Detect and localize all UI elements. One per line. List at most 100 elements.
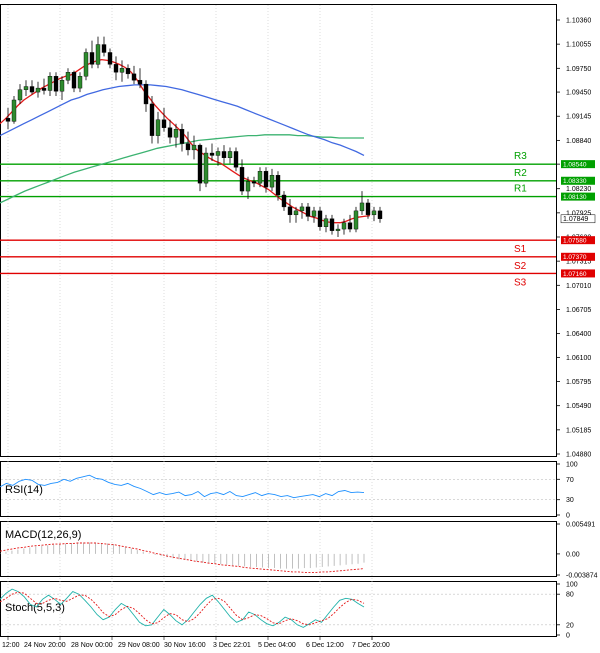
candle-bearish xyxy=(101,44,107,53)
price-tick-label: 1.09145 xyxy=(566,114,591,121)
candle-bearish xyxy=(209,152,215,156)
candle-bearish xyxy=(233,151,239,168)
candle-bullish xyxy=(11,99,17,122)
price-tick-label: 1.07925 xyxy=(566,210,591,217)
candle-bearish xyxy=(329,218,335,231)
level-tag-value: 1.07370 xyxy=(563,254,587,261)
price-tick-label: 1.05490 xyxy=(566,403,591,410)
candle-bullish xyxy=(293,210,299,216)
level-name-r2: R2 xyxy=(514,168,527,179)
time-label: 24 Nov 20:00 xyxy=(24,642,66,649)
candle-bearish xyxy=(131,73,137,81)
time-label: 7 Dec 20:00 xyxy=(352,642,390,649)
candle-bullish xyxy=(215,151,221,156)
candle-bearish xyxy=(377,210,383,219)
price-panel-frame xyxy=(0,4,557,457)
candle-bullish xyxy=(203,152,209,184)
macd-panel: 0.005491 0.00 -0.003874 xyxy=(0,522,598,580)
candle-bearish xyxy=(89,52,95,65)
current-price-value: 1.07849 xyxy=(563,216,588,223)
candle-bullish xyxy=(17,89,23,101)
candle-bearish xyxy=(41,87,47,91)
current-price-tag xyxy=(560,214,596,224)
level-tag-value: 1.08130 xyxy=(563,194,587,201)
level-tag-r2 xyxy=(561,176,595,185)
candle-bullish xyxy=(47,76,53,91)
ind-tick-label: 20 xyxy=(566,622,574,629)
candle-bullish xyxy=(323,218,329,227)
candle-bearish xyxy=(221,151,227,159)
rsi-panel-frame xyxy=(0,461,557,517)
time-label: 12:00 xyxy=(2,642,20,649)
price-tick-label: 1.08840 xyxy=(566,138,591,145)
candle-bearish xyxy=(305,206,311,217)
price-tick-label: 1.10055 xyxy=(566,42,591,49)
level-name-s2: S2 xyxy=(514,261,527,272)
candle-bearish xyxy=(281,194,287,208)
candle-bearish xyxy=(167,127,173,138)
candle-bullish xyxy=(95,44,101,65)
time-axis: 12:00 24 Nov 20:00 28 Nov 00:00 29 Nov 08:0… xyxy=(2,636,390,649)
stoch-panel: 100 80 20 0 xyxy=(0,582,578,640)
time-label: 30 Nov 16:00 xyxy=(164,642,206,649)
price-tick-label: 1.09450 xyxy=(566,90,591,97)
current-price-marker: 1.07849 xyxy=(560,214,596,224)
ind-tick-label: 30 xyxy=(566,497,574,504)
price-tick-label: 1.09750 xyxy=(566,66,591,73)
ind-tick-label: 0.005491 xyxy=(566,522,595,529)
candle-bullish xyxy=(335,228,341,231)
time-label: 28 Nov 00:00 xyxy=(71,642,113,649)
rsi-line xyxy=(0,474,365,499)
price-tick-label: 1.04880 xyxy=(566,452,591,459)
candle-bearish xyxy=(107,52,113,65)
price-tick-label: 1.05185 xyxy=(566,427,591,434)
level-tag-value: 1.07160 xyxy=(563,271,587,278)
stoch-signal-line xyxy=(0,591,365,626)
time-label: 29 Nov 08:00 xyxy=(118,642,160,649)
candles xyxy=(5,36,383,237)
level-tag-value: 1.08330 xyxy=(563,178,587,185)
price-tick-label: 1.05795 xyxy=(566,379,591,386)
candle-bullish xyxy=(245,181,251,192)
candle-bullish xyxy=(227,151,233,159)
ind-tick-label: 100 xyxy=(566,462,578,469)
chart-frames xyxy=(0,4,557,637)
ind-tick-label: 80 xyxy=(566,592,574,599)
rsi-panel: 100 70 30 0 xyxy=(0,462,578,520)
ind-tick-label: 100 xyxy=(566,582,578,589)
candle-bullish xyxy=(35,87,41,93)
candle-bearish xyxy=(29,86,35,93)
level-name-s3: S3 xyxy=(514,277,527,288)
candle-bearish xyxy=(53,76,59,92)
candle-bearish xyxy=(71,72,77,89)
ma-blue-line xyxy=(0,84,365,156)
level-name-s1: S1 xyxy=(514,244,527,255)
macd-panel-frame xyxy=(0,521,557,577)
level-name-r3: R3 xyxy=(514,151,527,162)
candle-bearish xyxy=(347,222,353,230)
price-tick-label: 1.10360 xyxy=(566,18,591,25)
ind-tick-label: 0 xyxy=(566,513,570,520)
price-tick-label: 1.08230 xyxy=(566,186,591,193)
stoch-main-line xyxy=(0,588,365,628)
time-label: 3 Dec 22:01 xyxy=(213,642,251,649)
price-tick-label: 1.06400 xyxy=(566,331,591,338)
candle-bearish xyxy=(149,103,155,136)
candle-bullish xyxy=(191,144,197,151)
pivot-levels: 1.08540 R3 1.08330 R2 1.08130 R1 1.07580 S1 1.07… xyxy=(0,151,595,288)
stoch-label: Stoch(5,5,3) xyxy=(5,602,65,614)
time-label: 5 Dec 04:00 xyxy=(258,642,296,649)
level-name-r1: R1 xyxy=(514,184,527,195)
candle-bullish xyxy=(119,68,125,73)
candle-bearish xyxy=(161,119,167,128)
level-tag-s1 xyxy=(561,236,595,245)
candle-bullish xyxy=(257,171,263,184)
ind-tick-label: -0.003874 xyxy=(566,573,598,580)
level-tag-value: 1.07580 xyxy=(563,238,587,245)
candle-bearish xyxy=(239,167,245,192)
macd-label: MACD(12,26,9) xyxy=(5,529,81,541)
ind-tick-label: 70 xyxy=(566,477,574,484)
candle-bullish xyxy=(59,79,65,92)
candle-bullish xyxy=(23,86,29,90)
candle-bearish xyxy=(113,64,119,73)
